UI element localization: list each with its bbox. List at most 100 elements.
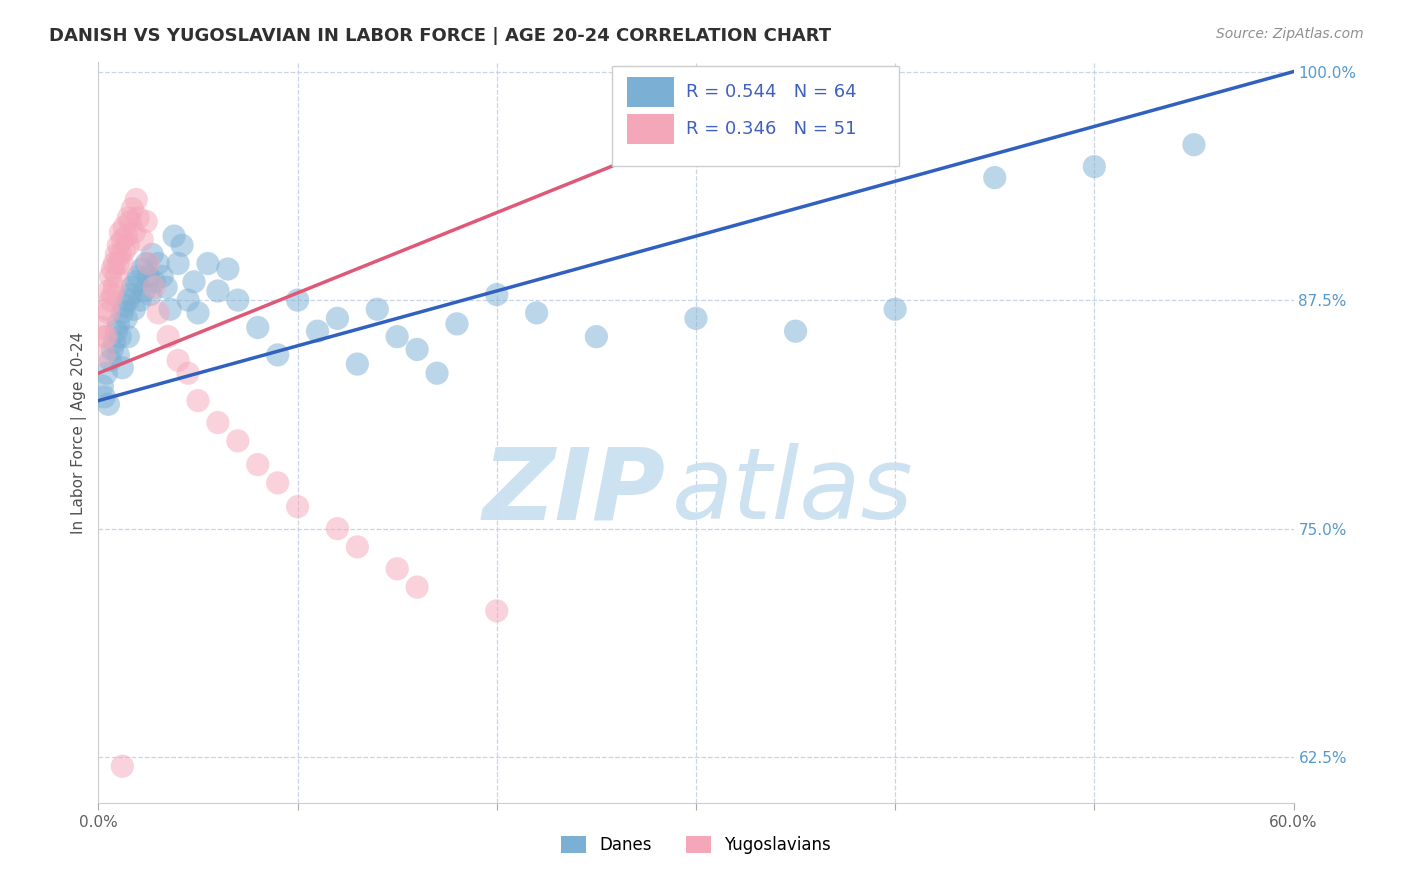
Point bbox=[103, 335, 125, 350]
Point bbox=[177, 293, 200, 307]
Point bbox=[111, 360, 134, 375]
Text: R = 0.544   N = 64: R = 0.544 N = 64 bbox=[686, 83, 858, 101]
Point bbox=[101, 343, 124, 357]
FancyBboxPatch shape bbox=[627, 114, 675, 144]
Point bbox=[120, 214, 142, 228]
Point bbox=[287, 293, 309, 307]
Point bbox=[120, 287, 142, 301]
Point bbox=[159, 302, 181, 317]
Point bbox=[526, 306, 548, 320]
Point bbox=[101, 262, 124, 277]
Point bbox=[125, 193, 148, 207]
Point bbox=[136, 269, 159, 284]
Point bbox=[111, 759, 134, 773]
Point bbox=[124, 302, 146, 317]
Point bbox=[93, 390, 115, 404]
Point bbox=[121, 202, 143, 216]
Point bbox=[139, 287, 162, 301]
Point bbox=[107, 238, 129, 252]
Point bbox=[984, 170, 1007, 185]
Point bbox=[172, 238, 194, 252]
Point bbox=[101, 287, 124, 301]
Point bbox=[143, 280, 166, 294]
Point bbox=[406, 343, 429, 357]
Point bbox=[366, 302, 388, 317]
Point bbox=[135, 214, 157, 228]
Point bbox=[121, 280, 143, 294]
Point bbox=[346, 540, 368, 554]
Point bbox=[91, 320, 114, 334]
Point bbox=[131, 262, 153, 277]
Point bbox=[91, 379, 114, 393]
Point bbox=[117, 238, 139, 252]
Point bbox=[110, 329, 132, 343]
Legend: Danes, Yugoslavians: Danes, Yugoslavians bbox=[555, 830, 837, 861]
Point bbox=[135, 256, 157, 270]
Point bbox=[267, 348, 290, 362]
Text: ZIP: ZIP bbox=[484, 443, 666, 541]
Point bbox=[167, 353, 190, 368]
FancyBboxPatch shape bbox=[627, 78, 675, 107]
Point bbox=[105, 269, 128, 284]
Point bbox=[105, 247, 128, 261]
Point bbox=[107, 317, 129, 331]
Point bbox=[111, 256, 134, 270]
Point bbox=[93, 329, 115, 343]
Point bbox=[143, 275, 166, 289]
Point bbox=[163, 229, 186, 244]
Point bbox=[115, 229, 138, 244]
FancyBboxPatch shape bbox=[613, 66, 900, 166]
Point bbox=[187, 306, 209, 320]
Point bbox=[97, 397, 120, 411]
Point bbox=[148, 306, 170, 320]
Point bbox=[148, 256, 170, 270]
Point bbox=[326, 522, 349, 536]
Point bbox=[226, 293, 249, 307]
Point bbox=[485, 287, 508, 301]
Point bbox=[287, 500, 309, 514]
Y-axis label: In Labor Force | Age 20-24: In Labor Force | Age 20-24 bbox=[72, 332, 87, 533]
Point bbox=[157, 329, 180, 343]
Point bbox=[307, 324, 329, 338]
Point bbox=[685, 311, 707, 326]
Point bbox=[98, 269, 122, 284]
Point bbox=[1182, 137, 1205, 152]
Point bbox=[127, 211, 149, 225]
Point bbox=[217, 262, 239, 277]
Point bbox=[96, 302, 118, 317]
Point bbox=[226, 434, 249, 448]
Point bbox=[110, 226, 132, 240]
Point bbox=[127, 269, 149, 284]
Point bbox=[107, 256, 129, 270]
Point bbox=[98, 353, 122, 368]
Point bbox=[141, 247, 163, 261]
Point bbox=[1083, 160, 1105, 174]
Point bbox=[267, 475, 290, 490]
Point bbox=[207, 284, 229, 298]
Point bbox=[111, 306, 134, 320]
Point bbox=[155, 280, 177, 294]
Point bbox=[112, 244, 135, 258]
Point bbox=[884, 302, 907, 317]
Point bbox=[385, 329, 409, 343]
Point bbox=[426, 366, 449, 380]
Point bbox=[117, 293, 139, 307]
Point bbox=[97, 306, 120, 320]
Point bbox=[326, 311, 349, 326]
Text: R = 0.346   N = 51: R = 0.346 N = 51 bbox=[686, 120, 856, 138]
Point bbox=[346, 357, 368, 371]
Point bbox=[96, 366, 118, 380]
Point bbox=[103, 280, 125, 294]
Point bbox=[129, 293, 152, 307]
Point bbox=[246, 458, 269, 472]
Point bbox=[150, 269, 173, 284]
Point bbox=[585, 329, 607, 343]
Text: atlas: atlas bbox=[672, 443, 914, 541]
Point bbox=[785, 324, 807, 338]
Point bbox=[167, 256, 190, 270]
Point bbox=[183, 275, 205, 289]
Point bbox=[446, 317, 468, 331]
Point bbox=[103, 256, 125, 270]
Point bbox=[385, 562, 409, 576]
Point bbox=[136, 256, 159, 270]
